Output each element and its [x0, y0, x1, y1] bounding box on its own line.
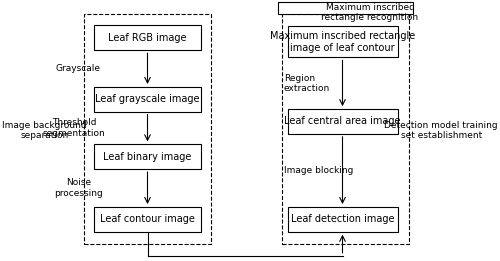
Text: Grayscale: Grayscale [55, 64, 100, 73]
Bar [278, 2, 412, 14]
Text: Leaf central area image: Leaf central area image [284, 116, 401, 126]
Bar [94, 87, 201, 112]
Text: Leaf detection image: Leaf detection image [291, 214, 394, 224]
Bar [94, 207, 201, 232]
Bar [94, 144, 201, 169]
Bar [288, 26, 398, 57]
Bar [288, 207, 398, 232]
Text: Leaf RGB image: Leaf RGB image [108, 33, 187, 43]
Text: Image blocking: Image blocking [284, 166, 354, 175]
Bar [282, 14, 408, 244]
Text: Leaf grayscale image: Leaf grayscale image [95, 94, 200, 104]
Text: Leaf contour image: Leaf contour image [100, 214, 195, 224]
Text: Leaf binary image: Leaf binary image [104, 152, 192, 162]
Text: Region
extraction: Region extraction [284, 74, 330, 93]
Text: Noise
processing: Noise processing [54, 178, 103, 198]
Text: Detection model training
set establishment: Detection model training set establishme… [384, 121, 498, 140]
Bar [288, 109, 398, 134]
Text: Maximum inscribed
rectangle recognition: Maximum inscribed rectangle recognition [322, 3, 418, 22]
Text: Image background
separation: Image background separation [2, 121, 87, 140]
Text: Threshold
segmentation: Threshold segmentation [42, 118, 106, 138]
Bar [84, 14, 211, 244]
Text: Maximum inscribed rectangle
image of leaf contour: Maximum inscribed rectangle image of lea… [270, 31, 415, 52]
Bar [94, 26, 201, 50]
